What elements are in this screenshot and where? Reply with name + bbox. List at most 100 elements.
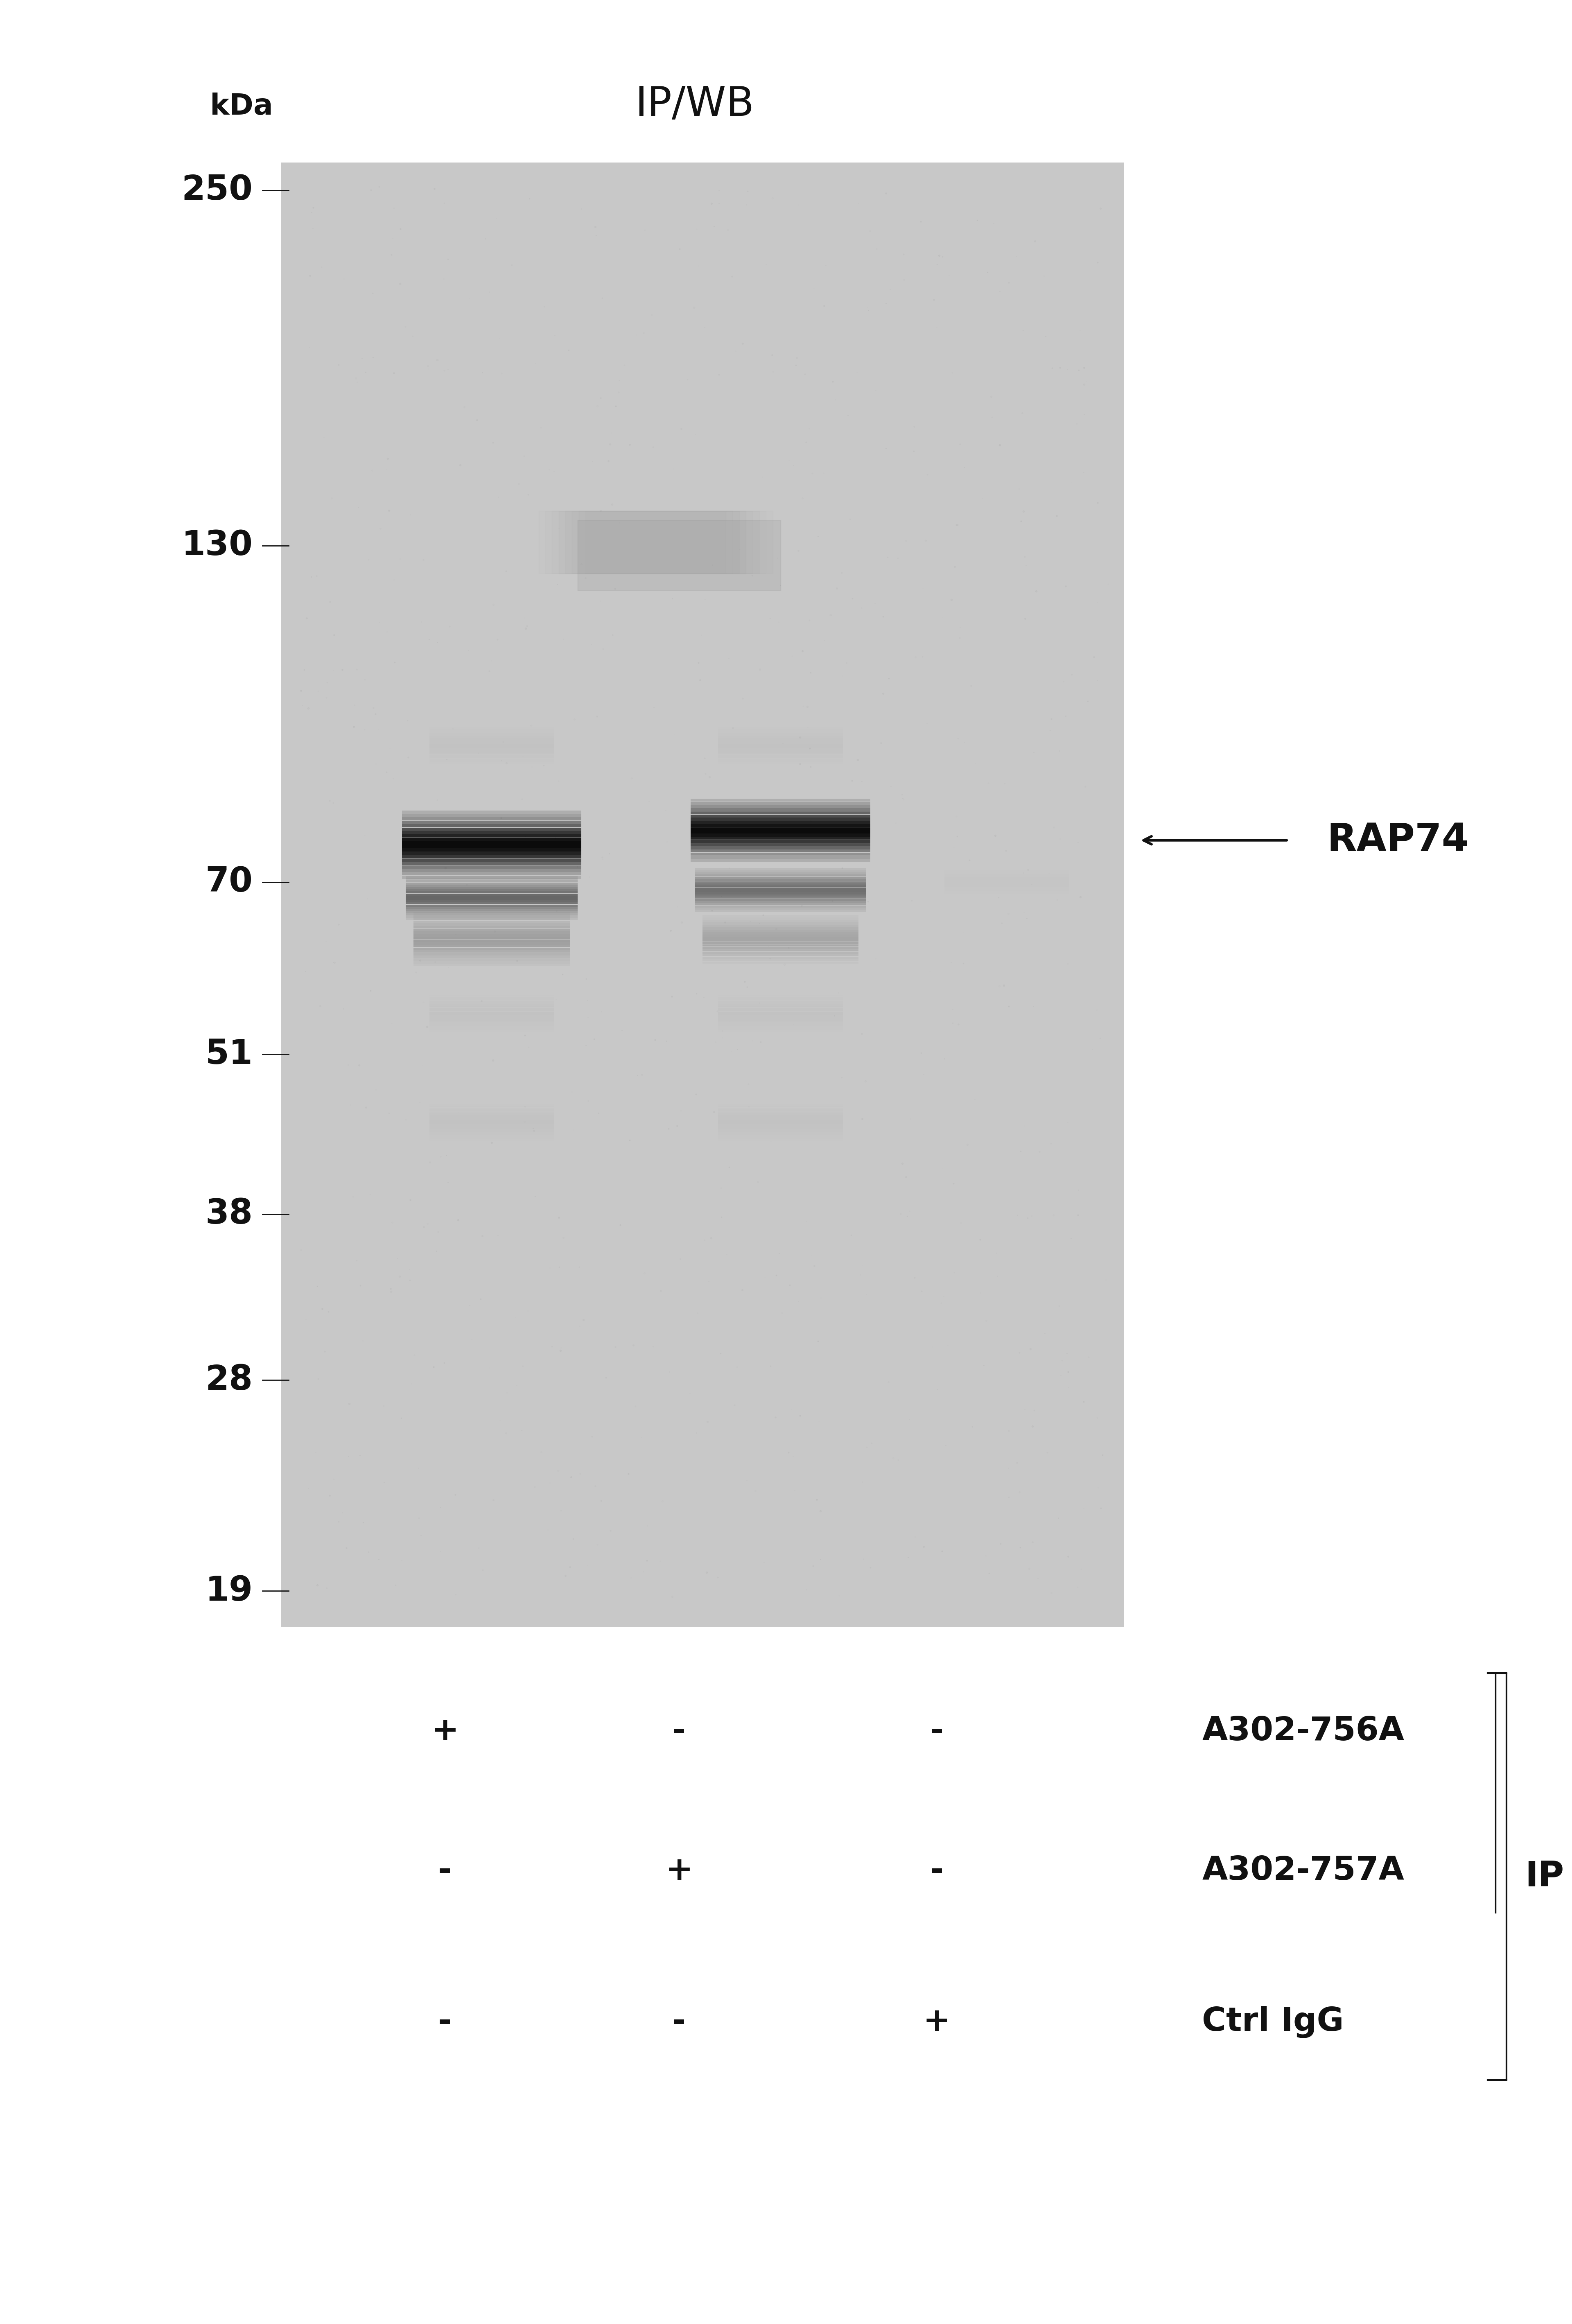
Bar <box>703 946 858 948</box>
Bar <box>413 934 569 937</box>
Bar <box>703 944 858 946</box>
Bar <box>690 853 871 855</box>
Bar <box>690 855 871 860</box>
Bar <box>413 946 569 948</box>
Text: 38: 38 <box>206 1197 253 1232</box>
Bar <box>402 832 582 834</box>
Bar <box>703 937 858 939</box>
Bar <box>703 955 858 957</box>
Bar <box>413 920 569 923</box>
Bar <box>703 916 858 918</box>
Bar <box>413 957 569 960</box>
Bar <box>413 948 569 951</box>
Bar <box>690 839 871 844</box>
Bar <box>413 941 569 944</box>
Bar <box>690 844 871 846</box>
Text: 28: 28 <box>206 1364 253 1397</box>
Bar <box>413 923 569 925</box>
Text: -: - <box>439 1855 451 1887</box>
Text: -: - <box>673 2006 685 2038</box>
Bar <box>402 839 582 841</box>
Bar <box>690 834 871 837</box>
Bar <box>402 818 582 820</box>
Bar <box>703 934 858 937</box>
Bar <box>413 953 569 955</box>
Bar <box>703 923 858 925</box>
Text: 51: 51 <box>206 1037 253 1071</box>
Text: IP: IP <box>1525 1859 1564 1894</box>
Bar <box>402 876 582 878</box>
Bar <box>402 872 582 876</box>
Bar <box>413 932 569 934</box>
Bar <box>703 951 858 953</box>
Bar <box>690 827 871 830</box>
Bar <box>402 855 582 858</box>
Bar <box>402 844 582 848</box>
Bar <box>690 811 871 813</box>
Bar <box>402 825 582 827</box>
Bar <box>703 932 858 934</box>
Bar <box>690 799 871 802</box>
Text: IP/WB: IP/WB <box>635 84 755 125</box>
Bar <box>690 802 871 804</box>
Bar <box>690 830 871 834</box>
Bar <box>413 964 569 967</box>
Text: Ctrl IgG: Ctrl IgG <box>1203 2006 1344 2038</box>
Bar <box>703 948 858 951</box>
Bar <box>402 834 582 837</box>
Text: +: + <box>665 1855 693 1887</box>
Bar <box>703 960 858 962</box>
Bar <box>402 813 582 818</box>
Bar <box>413 925 569 930</box>
Text: +: + <box>923 2006 951 2038</box>
Bar <box>703 925 858 927</box>
Bar <box>402 851 582 855</box>
Text: -: - <box>929 1715 943 1748</box>
Bar <box>703 927 858 930</box>
Text: -: - <box>929 1855 943 1887</box>
Bar <box>413 939 569 941</box>
Text: -: - <box>439 2006 451 2038</box>
Bar <box>703 941 858 944</box>
Bar <box>703 920 858 923</box>
Bar <box>703 957 858 960</box>
Bar <box>281 163 1124 1627</box>
Bar <box>402 858 582 862</box>
Bar <box>413 913 569 916</box>
Text: -: - <box>673 1715 685 1748</box>
Bar <box>413 916 569 918</box>
Text: 130: 130 <box>182 530 253 562</box>
Bar <box>690 813 871 818</box>
Text: kDa: kDa <box>211 93 274 121</box>
Text: RAP74: RAP74 <box>1327 820 1468 860</box>
Bar <box>402 869 582 872</box>
Bar <box>690 860 871 862</box>
Bar <box>413 960 569 964</box>
Bar <box>402 862 582 865</box>
Bar <box>690 851 871 853</box>
Text: 250: 250 <box>182 174 253 207</box>
Bar <box>690 818 871 820</box>
Bar <box>413 930 569 932</box>
Bar <box>690 837 871 839</box>
Text: +: + <box>431 1715 459 1748</box>
Bar <box>402 841 582 844</box>
Text: 70: 70 <box>206 865 253 899</box>
Bar <box>402 811 582 813</box>
Bar <box>690 804 871 809</box>
Text: 19: 19 <box>206 1573 253 1608</box>
Bar <box>690 825 871 827</box>
Bar <box>690 846 871 848</box>
Bar <box>703 918 858 920</box>
Bar <box>402 827 582 830</box>
Text: A302-757A: A302-757A <box>1203 1855 1404 1887</box>
Bar <box>413 951 569 953</box>
Bar <box>413 918 569 920</box>
Bar <box>690 809 871 811</box>
Bar <box>413 955 569 957</box>
Bar <box>413 937 569 939</box>
Bar <box>703 930 858 932</box>
Bar <box>402 820 582 825</box>
Bar <box>402 865 582 869</box>
Bar <box>703 939 858 941</box>
